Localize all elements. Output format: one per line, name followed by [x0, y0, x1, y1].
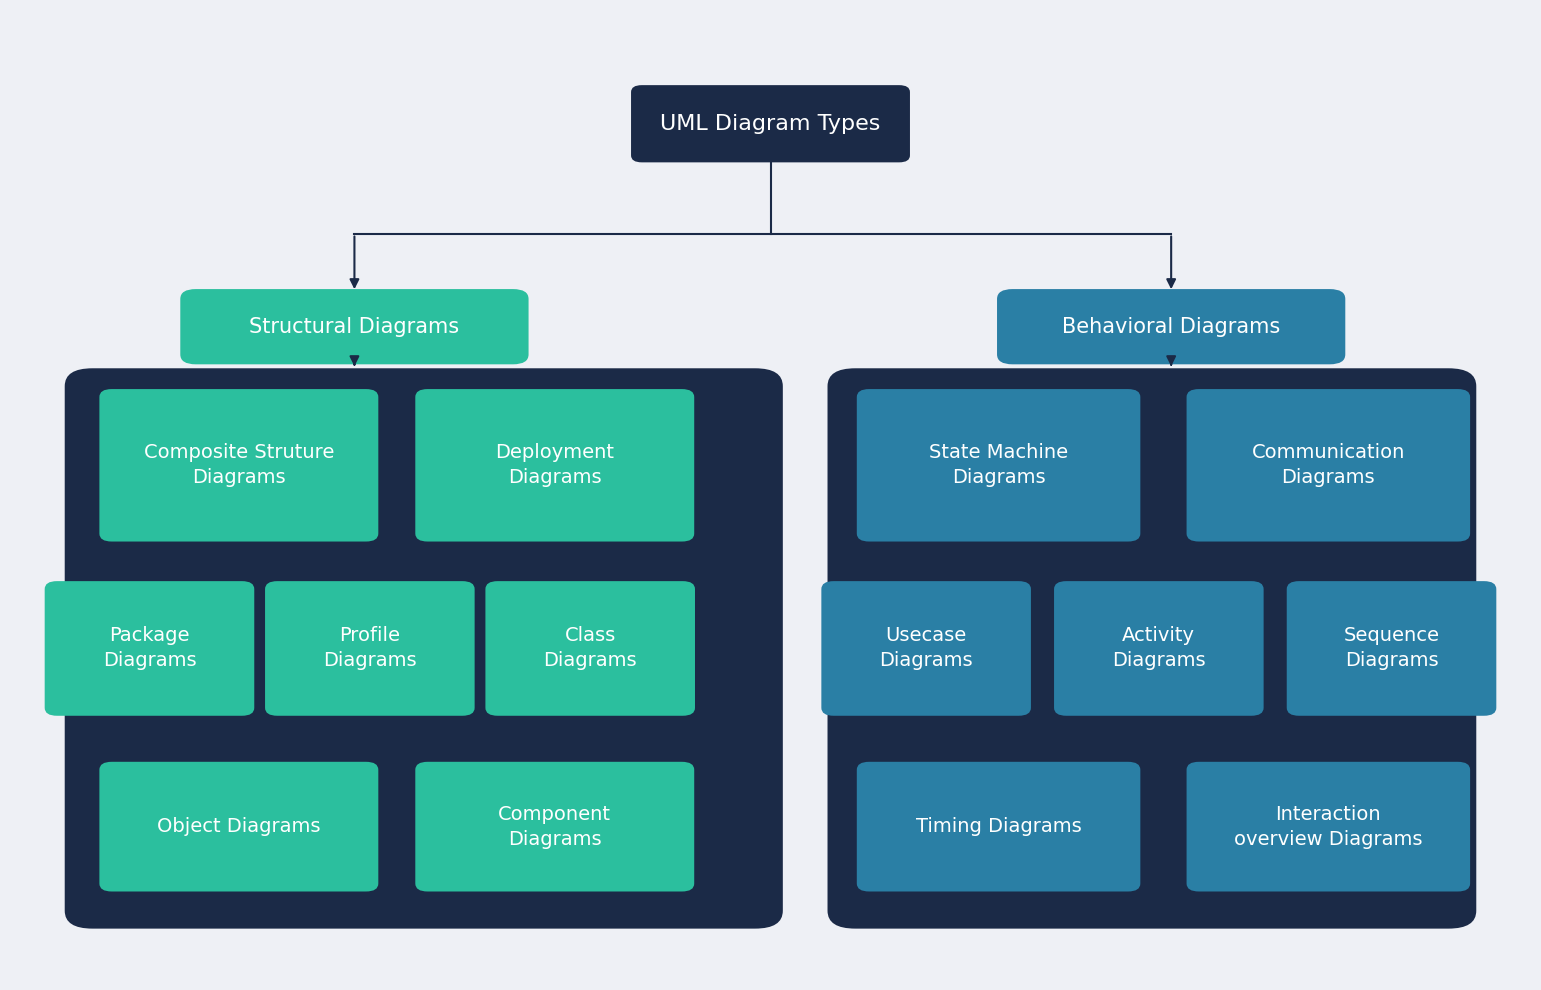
- FancyBboxPatch shape: [65, 368, 783, 929]
- Text: Structural Diagrams: Structural Diagrams: [250, 317, 459, 337]
- Text: Component
Diagrams: Component Diagrams: [498, 805, 612, 848]
- FancyBboxPatch shape: [99, 762, 378, 891]
- FancyBboxPatch shape: [857, 389, 1140, 542]
- FancyBboxPatch shape: [265, 581, 475, 716]
- Text: Interaction
overview Diagrams: Interaction overview Diagrams: [1234, 805, 1422, 848]
- FancyBboxPatch shape: [1287, 581, 1496, 716]
- Text: Timing Diagrams: Timing Diagrams: [915, 817, 1082, 837]
- FancyBboxPatch shape: [415, 389, 693, 542]
- FancyBboxPatch shape: [415, 762, 693, 891]
- FancyBboxPatch shape: [821, 581, 1031, 716]
- FancyBboxPatch shape: [857, 762, 1140, 891]
- Text: Deployment
Diagrams: Deployment Diagrams: [495, 444, 615, 487]
- FancyBboxPatch shape: [1187, 762, 1470, 891]
- Text: Sequence
Diagrams: Sequence Diagrams: [1344, 627, 1439, 670]
- Text: Usecase
Diagrams: Usecase Diagrams: [880, 627, 972, 670]
- Text: Object Diagrams: Object Diagrams: [157, 817, 321, 837]
- FancyBboxPatch shape: [1187, 389, 1470, 542]
- FancyBboxPatch shape: [828, 368, 1476, 929]
- Text: Package
Diagrams: Package Diagrams: [103, 627, 196, 670]
- Text: State Machine
Diagrams: State Machine Diagrams: [929, 444, 1068, 487]
- FancyBboxPatch shape: [1054, 581, 1264, 716]
- Text: Class
Diagrams: Class Diagrams: [544, 627, 636, 670]
- Text: Behavioral Diagrams: Behavioral Diagrams: [1062, 317, 1281, 337]
- Text: UML Diagram Types: UML Diagram Types: [660, 114, 881, 134]
- FancyBboxPatch shape: [485, 581, 695, 716]
- FancyBboxPatch shape: [997, 289, 1345, 364]
- FancyBboxPatch shape: [99, 389, 378, 542]
- Text: Profile
Diagrams: Profile Diagrams: [324, 627, 416, 670]
- Text: Communication
Diagrams: Communication Diagrams: [1251, 444, 1405, 487]
- Text: Activity
Diagrams: Activity Diagrams: [1113, 627, 1205, 670]
- FancyBboxPatch shape: [45, 581, 254, 716]
- FancyBboxPatch shape: [180, 289, 529, 364]
- Text: Composite Struture
Diagrams: Composite Struture Diagrams: [143, 444, 334, 487]
- FancyBboxPatch shape: [632, 85, 909, 162]
